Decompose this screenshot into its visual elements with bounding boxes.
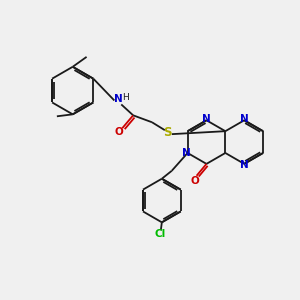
Text: S: S: [164, 126, 172, 139]
Text: N: N: [202, 114, 211, 124]
Text: H: H: [122, 93, 129, 102]
Text: Cl: Cl: [154, 229, 166, 239]
Text: O: O: [190, 176, 199, 186]
Text: N: N: [240, 160, 249, 170]
Text: N: N: [182, 148, 191, 158]
Text: N: N: [114, 94, 123, 104]
Text: N: N: [240, 114, 249, 124]
Text: O: O: [115, 127, 124, 137]
